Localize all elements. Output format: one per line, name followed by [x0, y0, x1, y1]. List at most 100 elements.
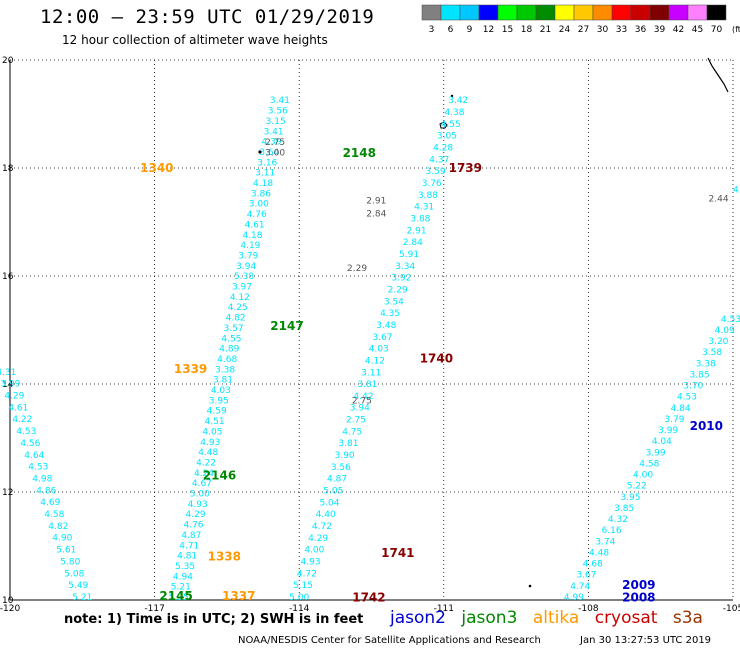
colorbar-swatch: [421, 4, 442, 21]
swh-value: 4.53: [721, 315, 740, 325]
swh-value: 4.75: [342, 427, 362, 437]
swh-value: 4.53: [16, 427, 36, 437]
swh-value: 4.29: [186, 510, 206, 520]
swh-value: 3.64: [259, 148, 279, 158]
footer-note: note: 1) Time is in UTC; 2) SWH is in fe…: [64, 612, 364, 627]
satellite-legend: jason2 jason3 altika cryosat s3a: [390, 608, 713, 628]
swh-value: 4.61: [8, 403, 28, 413]
swh-value: 4.82: [226, 314, 246, 324]
swh-value: 5.61: [56, 546, 76, 556]
colorbar-swatch: [649, 4, 670, 21]
swh-value-low: 2.44: [709, 194, 729, 204]
swh-value: 4.04: [652, 437, 672, 447]
swh-value: 3.81: [338, 439, 358, 449]
pass-number-label: 2010: [690, 419, 723, 433]
footer-timestamp: Jan 30 13:27:53 UTC 2019: [580, 635, 712, 646]
grid-lines: [10, 59, 734, 600]
swh-value: 3.95: [209, 396, 229, 406]
swh-value: 4.53: [28, 463, 48, 473]
swh-value: 4.22: [196, 458, 216, 468]
swh-value-low: 2.84: [366, 210, 386, 220]
colorbar-swatch: [516, 4, 537, 21]
swh-value: 4.99: [564, 593, 584, 603]
swh-value: 2.91: [407, 226, 427, 236]
swh-value: 4.48: [589, 548, 609, 558]
swh-value: 5.00: [190, 490, 210, 500]
swh-value: 4.31: [0, 368, 16, 378]
lon-tick-label: -111: [434, 604, 454, 614]
swh-value: 4.32: [608, 515, 628, 525]
swh-value: 2.29: [388, 285, 408, 295]
colorbar-tick-label: 3: [429, 25, 435, 35]
swh-value: 4.61: [245, 220, 265, 230]
swh-value: 3.99: [646, 448, 666, 458]
swh-value: 3.00: [249, 200, 269, 210]
pass-number-label: 2146: [203, 469, 236, 483]
swh-value: 4.72: [312, 522, 332, 532]
swh-value-edge: 4.25: [733, 185, 740, 195]
swh-value: 2.75: [346, 416, 366, 426]
swh-value: 3.76: [422, 179, 442, 189]
colorbar-tick-label: 36: [635, 25, 647, 35]
swh-value: 3.41: [270, 96, 290, 106]
swh-value: 4.64: [24, 451, 44, 461]
swh-value: 3.38: [215, 365, 235, 375]
swh-value: 5.91: [399, 250, 419, 260]
colorbar-tick-label: 70: [711, 25, 723, 35]
swh-value: 4.39: [261, 138, 281, 148]
swh-value: 4.18: [242, 231, 262, 241]
swh-value: 4.19: [240, 241, 260, 251]
swh-value: 4.74: [570, 582, 590, 592]
map-frame: [9, 60, 733, 601]
pass-number-label: 1742: [352, 591, 385, 605]
swh-value: 4.22: [12, 415, 32, 425]
lat-tick-label: 10: [2, 596, 14, 606]
colorbar-tick-label: 27: [578, 25, 589, 35]
swh-value: 3.05: [437, 132, 457, 142]
island-clipperton: [528, 584, 532, 588]
island-socorro: [439, 121, 448, 129]
lon-tick-label: -114: [289, 604, 310, 614]
swh-value: 3.81: [213, 376, 233, 386]
coastline: [258, 57, 729, 588]
colorbar-tick-label: 39: [654, 25, 666, 35]
swh-value: 3.42: [448, 96, 468, 106]
colorbar-swatch: [630, 4, 651, 21]
swh-value: 6.16: [602, 526, 622, 536]
swh-value: 4.31: [414, 203, 434, 213]
swh-value: 3.11: [361, 368, 381, 378]
swh-value: 3.20: [708, 337, 728, 347]
swh-value: 5.25: [169, 593, 189, 603]
swh-value: 5.21: [72, 593, 92, 603]
swh-value: 3.92: [391, 274, 411, 284]
swh-value-low: 2.29: [347, 264, 367, 274]
swh-value: 4.29: [4, 391, 24, 401]
swh-value: 4.12: [365, 356, 385, 366]
swh-value: 4.90: [52, 534, 72, 544]
swh-value: 3.57: [224, 324, 244, 334]
swh-value: 4.69: [40, 498, 60, 508]
colorbar-swatch: [668, 4, 689, 21]
pass-number-label: 1339: [174, 362, 207, 376]
swh-value: 4.93: [200, 438, 220, 448]
swh-value: 3.41: [264, 127, 284, 137]
altimeter-track: 3.424.384.553.054.284.373.593.763.884.31…: [289, 96, 468, 603]
swh-value: 4.86: [36, 486, 56, 496]
pass-number-label: 2008: [622, 591, 655, 605]
swh-value: 4.03: [211, 386, 231, 396]
swh-value: 4.76: [183, 521, 203, 531]
swh-value: 4.56: [20, 439, 40, 449]
swh-value: 4.09: [715, 326, 735, 336]
swh-value: 4.58: [44, 510, 64, 520]
legend-s3a: s3a: [672, 608, 703, 628]
pass-labels: 1340 1339 1338 1337 2148 2147 2146 2145 1739 1740…: [140, 146, 723, 605]
colorbar-tick-label: 21: [540, 25, 551, 35]
swh-value: 5.08: [64, 569, 84, 579]
legend-cryosat: cryosat: [594, 608, 658, 628]
swh-value: 2.84: [403, 238, 423, 248]
swh-value: 3.99: [658, 426, 678, 436]
swh-value: 3.95: [620, 493, 640, 503]
